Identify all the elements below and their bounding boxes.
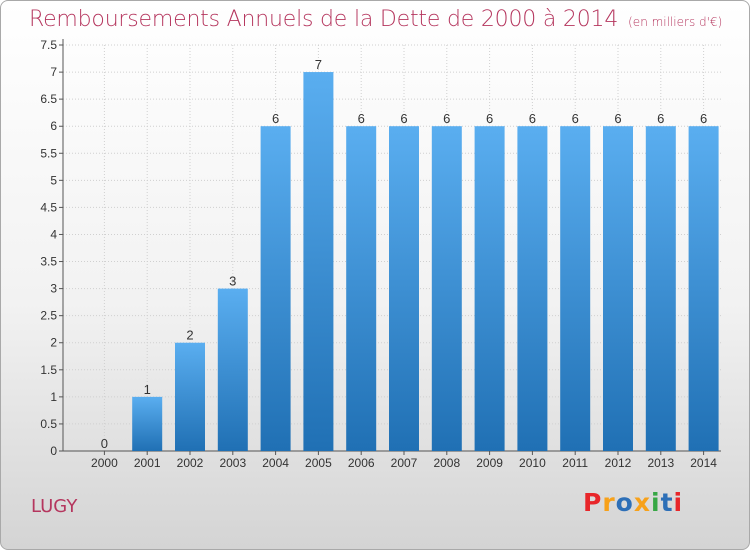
logo-letter: i bbox=[651, 488, 661, 517]
x-tick-label: 2011 bbox=[562, 456, 588, 470]
y-tick-label: 3.5 bbox=[40, 255, 57, 269]
y-tick-label: 4 bbox=[50, 227, 57, 241]
x-tick-label: 2005 bbox=[305, 456, 332, 470]
logo-letter: t bbox=[660, 488, 674, 517]
x-tick-label: 2000 bbox=[91, 456, 118, 470]
bar bbox=[688, 126, 719, 451]
data-label: 6 bbox=[529, 111, 536, 126]
x-tick-label: 2010 bbox=[519, 456, 546, 470]
data-label: 6 bbox=[700, 111, 707, 126]
y-tick-label: 1.5 bbox=[40, 363, 57, 377]
y-tick-label: 7 bbox=[50, 65, 57, 79]
data-label: 6 bbox=[272, 111, 279, 126]
x-tick-label: 2009 bbox=[476, 456, 503, 470]
data-label: 6 bbox=[614, 111, 621, 126]
data-label: 3 bbox=[229, 274, 236, 289]
x-tick-label: 2008 bbox=[433, 456, 460, 470]
x-tick-label: 2004 bbox=[262, 456, 289, 470]
bar bbox=[431, 126, 462, 451]
logo-letter: P bbox=[583, 488, 603, 517]
y-tick-label: 0.5 bbox=[40, 417, 57, 431]
bar bbox=[346, 126, 377, 451]
bar bbox=[517, 126, 548, 451]
logo-letter: i bbox=[673, 488, 684, 517]
bar bbox=[175, 342, 205, 451]
x-tick-label: 2002 bbox=[177, 456, 204, 470]
bar bbox=[603, 126, 633, 451]
y-tick-label: 5 bbox=[50, 173, 57, 187]
y-tick-label: 5.5 bbox=[40, 146, 57, 160]
data-label: 7 bbox=[315, 57, 322, 72]
chart-title-text: Remboursements Annuels de la Dette de 20… bbox=[29, 7, 619, 32]
y-tick-label: 6 bbox=[50, 119, 57, 133]
x-tick-label: 2012 bbox=[605, 456, 632, 470]
logo-letter: x bbox=[633, 488, 651, 517]
bar bbox=[560, 126, 591, 451]
x-tick-label: 2006 bbox=[348, 456, 375, 470]
y-tick-label: 4.5 bbox=[40, 200, 57, 214]
data-label: 0 bbox=[101, 436, 108, 451]
y-tick-label: 6.5 bbox=[40, 92, 57, 106]
logo-letter: o bbox=[615, 488, 634, 517]
y-tick-label: 1 bbox=[50, 390, 57, 404]
x-tick-label: 2013 bbox=[647, 456, 674, 470]
data-label: 6 bbox=[400, 111, 407, 126]
y-tick-label: 0 bbox=[50, 444, 57, 458]
y-tick-label: 2.5 bbox=[40, 309, 57, 323]
bar bbox=[645, 126, 676, 451]
y-tick-label: 7.5 bbox=[40, 38, 57, 52]
proxiti-logo[interactable]: Proxiti bbox=[583, 488, 683, 517]
bar bbox=[389, 126, 419, 451]
data-label: 6 bbox=[657, 111, 664, 126]
data-label: 2 bbox=[186, 328, 193, 343]
y-tick-label: 2 bbox=[50, 336, 57, 350]
data-label: 1 bbox=[144, 382, 151, 397]
data-label: 6 bbox=[358, 111, 365, 126]
bar bbox=[303, 72, 334, 452]
data-label: 6 bbox=[572, 111, 579, 126]
y-tick-label: 3 bbox=[50, 282, 57, 296]
chart-title: Remboursements Annuels de la Dette de 20… bbox=[29, 7, 722, 32]
x-tick-label: 2014 bbox=[690, 456, 717, 470]
x-tick-label: 2003 bbox=[219, 456, 246, 470]
bar bbox=[474, 126, 505, 451]
data-label: 6 bbox=[486, 111, 493, 126]
x-tick-label: 2007 bbox=[391, 456, 418, 470]
commune-name: LUGY bbox=[31, 496, 78, 517]
bar bbox=[260, 126, 291, 451]
data-label: 6 bbox=[443, 111, 450, 126]
logo-letter: r bbox=[602, 488, 616, 517]
x-tick-label: 2001 bbox=[134, 456, 161, 470]
chart-unit: (en milliers d'€) bbox=[628, 15, 723, 29]
bar bbox=[217, 288, 248, 451]
bar bbox=[132, 396, 163, 451]
